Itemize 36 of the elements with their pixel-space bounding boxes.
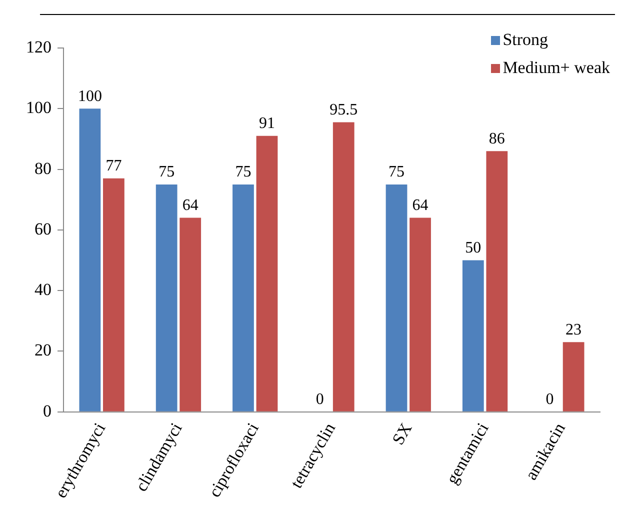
bar (103, 178, 124, 412)
data-label: 50 (465, 239, 482, 256)
data-label: 86 (488, 130, 505, 148)
bar (386, 184, 408, 412)
bar (79, 108, 101, 412)
bar (486, 151, 508, 412)
x-tick-label: SX (388, 420, 416, 448)
data-label: 0 (546, 391, 554, 408)
bar (256, 136, 278, 412)
data-label: 64 (182, 197, 198, 214)
y-tick-label: 60 (34, 219, 52, 238)
data-label: 75 (158, 164, 175, 181)
data-label: 75 (235, 164, 252, 181)
y-tick-label: 40 (34, 280, 52, 300)
data-label: 95.5 (330, 101, 358, 118)
bar (180, 218, 202, 412)
data-label: 0 (316, 391, 324, 408)
data-label: 91 (258, 115, 275, 132)
y-tick-label: 80 (34, 158, 52, 178)
bar (562, 342, 584, 412)
data-label: 100 (78, 88, 102, 105)
data-label: 64 (412, 197, 428, 214)
y-tick-label: 120 (26, 37, 52, 56)
bar (462, 260, 484, 412)
bar (156, 184, 178, 412)
bar (410, 218, 431, 412)
bar (232, 184, 254, 412)
y-tick-label: 20 (34, 340, 52, 360)
data-label: 23 (566, 321, 582, 338)
legend-label: Medium+ weak (502, 58, 610, 78)
bar (332, 122, 354, 412)
y-tick-label: 0 (43, 401, 52, 420)
legend-label: Strong (502, 30, 548, 50)
y-tick-label: 100 (26, 98, 52, 118)
data-label: 75 (388, 164, 405, 181)
data-label: 77 (106, 158, 122, 175)
